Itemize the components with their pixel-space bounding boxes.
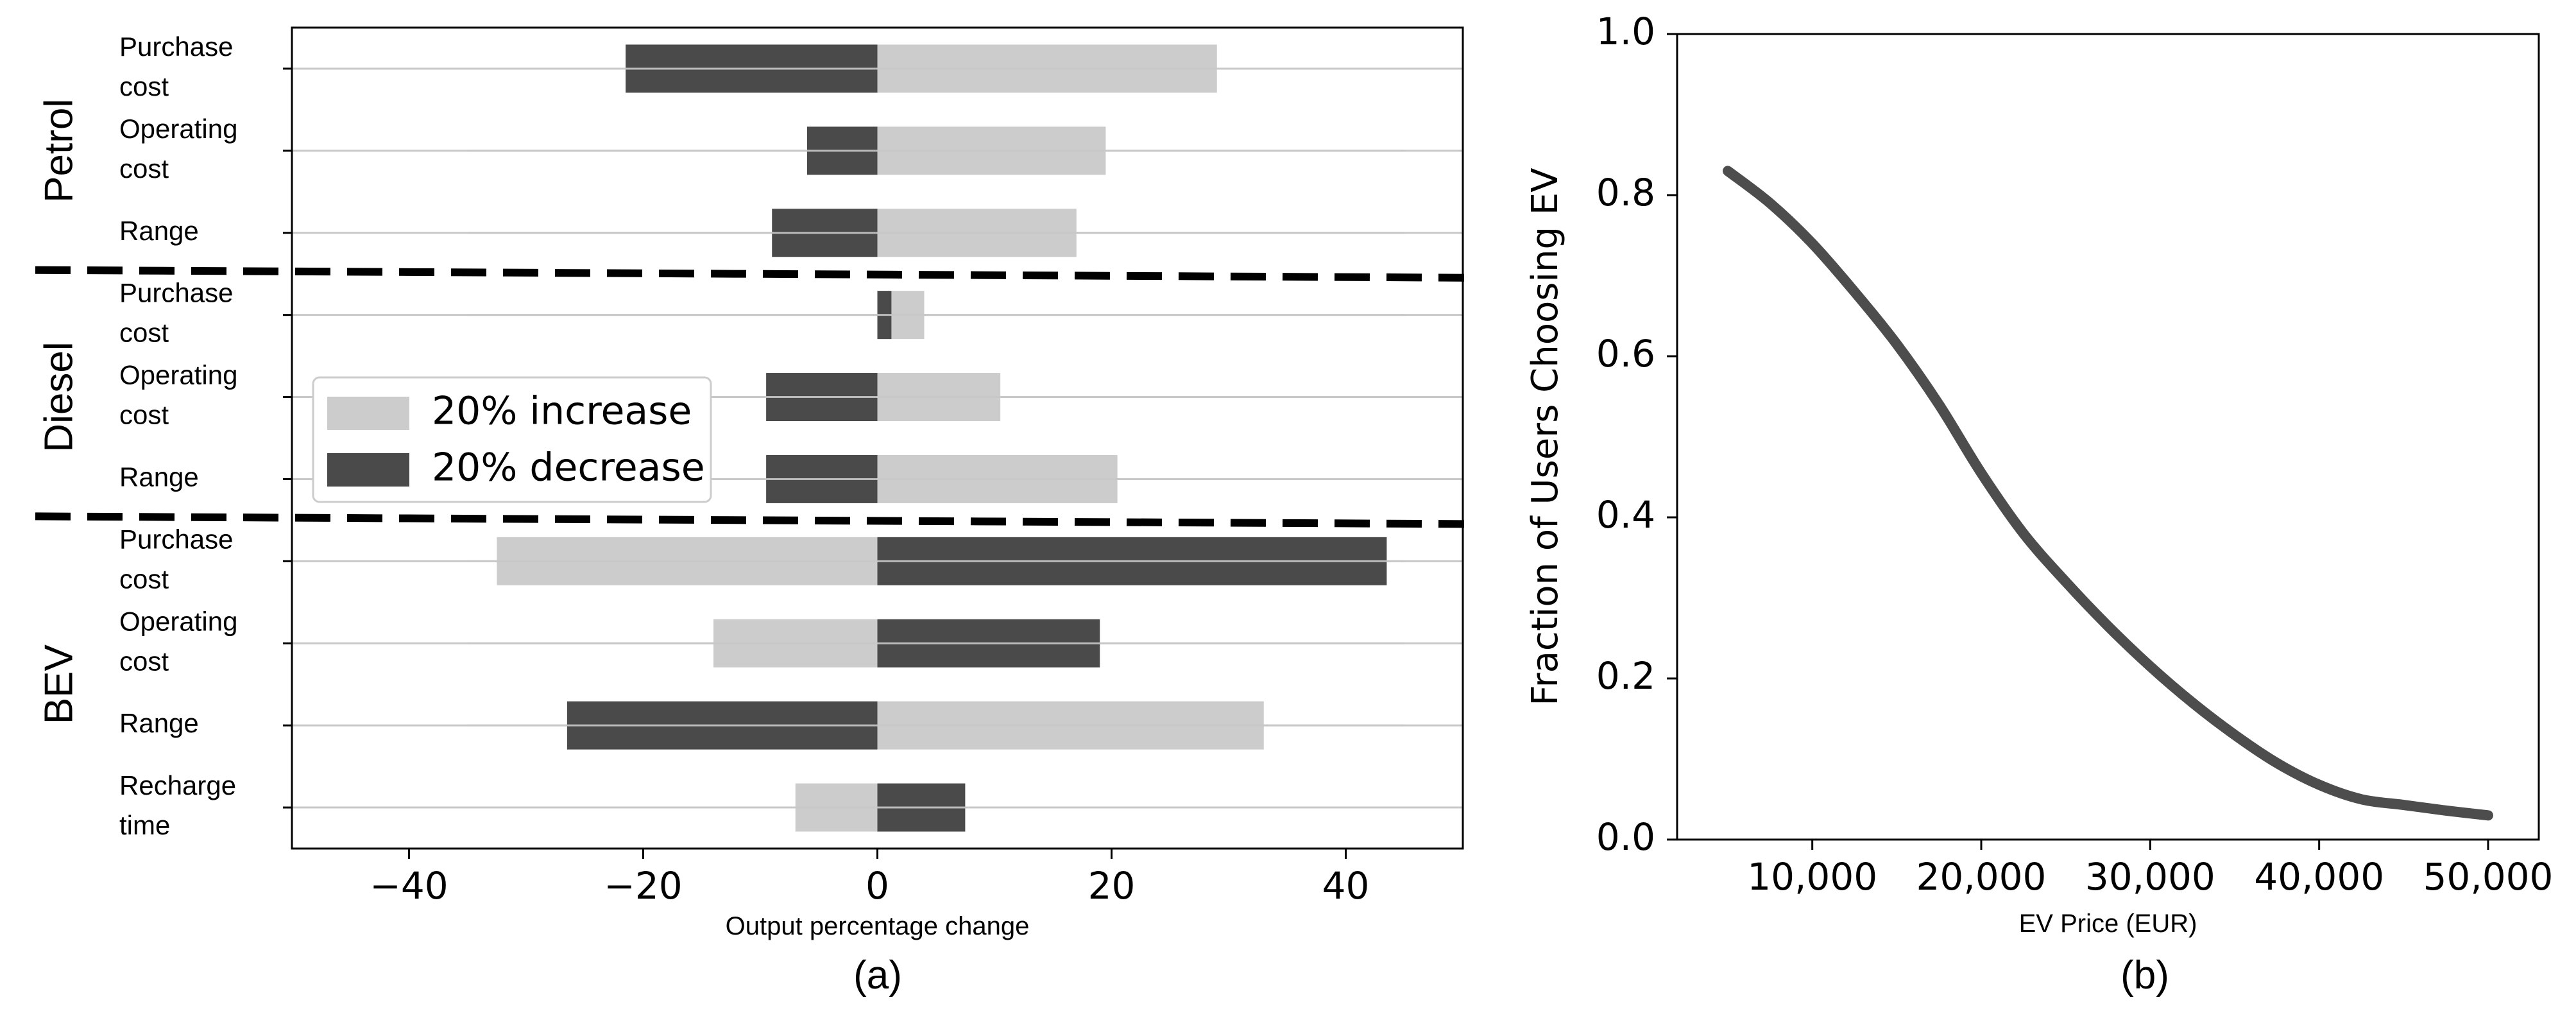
category-label: Operating [119,114,237,144]
x-tick-label: 20,000 [1916,855,2047,899]
x-tick-label: −40 [370,864,448,908]
category-label: time [119,810,170,840]
group-label-diesel: Diesel [37,341,81,452]
series-line [1723,166,2493,821]
y-tick-label: 0.6 [1596,332,1655,375]
y-tick-label: 0.2 [1596,654,1655,698]
category-label: Range [119,708,199,738]
x-tick-label: 10,000 [1747,855,1877,899]
category-label: cost [119,564,169,594]
y-tick-label: 0.4 [1596,493,1655,537]
ev-price-line-chart: 0.0 0.2 0.4 0.6 0.8 1.0 10,000 20,000 30,000 40,0… [1524,10,2553,997]
x-tick-label: −20 [604,864,682,908]
tornado-chart: −40 −20 0 20 40 Output percentage change (a) Pu… [35,26,1465,997]
category-label: cost [119,71,169,101]
group-label-bev: BEV [37,644,81,725]
category-label: Range [119,462,199,492]
category-label: Operating [119,360,237,390]
x-axis-label: EV Price (EUR) [2019,910,2197,938]
category-label: Purchase [119,31,233,62]
category-label: Recharge [119,770,236,800]
x-axis-label: Output percentage change [726,912,1030,940]
group-separator [35,266,1465,282]
category-label: cost [119,400,169,430]
x-tick-label: 20 [1088,864,1136,908]
legend-box [312,376,712,503]
category-label: Range [119,216,199,246]
group-label-petrol: Petrol [37,99,81,203]
legend-entry-label: 20% decrease [432,445,705,490]
category-label: cost [119,153,169,184]
legend-swatch [327,453,409,487]
legend: 20% increase 20% decrease [312,376,712,503]
x-tick-label: 40,000 [2254,855,2384,899]
group-separator [35,512,1465,528]
x-tick-label: 0 [866,864,889,908]
category-label: Purchase [119,278,233,308]
panel-label-a: (a) [853,953,902,997]
x-tick-label: 30,000 [2085,855,2215,899]
y-tick-label: 0.8 [1596,171,1655,214]
x-tick-label: 50,000 [2423,855,2554,899]
y-axis-label: Fraction of Users Choosing EV [1524,168,1566,705]
y-tick-label: 1.0 [1596,10,1655,53]
x-tick-label: 40 [1322,864,1370,908]
panel-label-b: (b) [2120,953,2169,997]
plot-frame-b [1676,33,2540,841]
legend-swatch [327,397,409,430]
category-label: Operating [119,606,237,636]
legend-entry-label: 20% increase [432,389,692,434]
category-label: Purchase [119,524,233,554]
category-label: cost [119,646,169,676]
y-tick-label: 0.0 [1596,815,1655,859]
category-label: cost [119,318,169,348]
